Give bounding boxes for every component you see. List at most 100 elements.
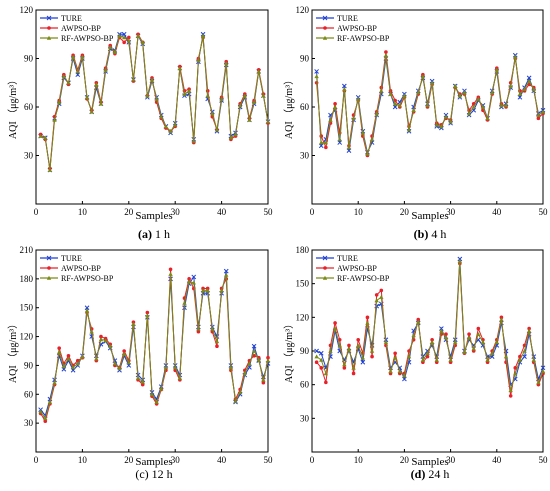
data-point bbox=[52, 117, 57, 122]
legend-marker bbox=[47, 26, 51, 30]
data-point bbox=[351, 116, 356, 121]
legend-marker bbox=[46, 255, 52, 261]
data-point bbox=[261, 380, 266, 385]
data-point bbox=[466, 335, 472, 340]
data-point bbox=[200, 288, 206, 293]
data-point bbox=[434, 357, 439, 362]
data-point bbox=[145, 313, 150, 318]
data-point bbox=[256, 69, 261, 74]
data-point bbox=[127, 35, 131, 40]
data-point bbox=[159, 386, 164, 391]
data-point bbox=[522, 348, 527, 353]
data-point bbox=[163, 124, 169, 129]
series-rf-awpso-bp bbox=[314, 53, 546, 156]
data-point bbox=[536, 380, 541, 385]
data-point bbox=[122, 349, 126, 353]
y-tick-label: 120 bbox=[20, 332, 34, 342]
panel-caption: (c) 12 h bbox=[135, 467, 172, 481]
data-point bbox=[205, 93, 210, 98]
data-point bbox=[328, 348, 333, 353]
x-tick-label: 20 bbox=[400, 207, 410, 217]
data-point bbox=[369, 348, 375, 353]
data-point bbox=[261, 93, 266, 98]
data-point bbox=[369, 137, 375, 142]
y-tick-label: 30 bbox=[24, 418, 34, 428]
x-axis-label: Samples bbox=[135, 456, 172, 468]
data-point bbox=[173, 122, 178, 127]
data-point bbox=[219, 96, 224, 101]
data-point bbox=[489, 90, 495, 95]
panel-caption-text: 4 h bbox=[428, 227, 446, 241]
x-tick-label: 0 bbox=[310, 455, 315, 465]
data-point bbox=[453, 83, 458, 88]
plot-frame bbox=[35, 249, 269, 453]
data-point bbox=[117, 33, 122, 38]
data-point bbox=[256, 357, 261, 362]
data-point bbox=[89, 109, 94, 114]
y-tick-label: 60 bbox=[300, 380, 310, 390]
y-tick-label: 60 bbox=[24, 102, 34, 112]
data-point bbox=[508, 83, 513, 88]
x-tick-label: 40 bbox=[492, 455, 502, 465]
data-point bbox=[416, 319, 421, 324]
data-point bbox=[159, 114, 164, 119]
data-point bbox=[265, 358, 271, 363]
x-tick-label: 30 bbox=[171, 207, 181, 217]
x-tick-label: 0 bbox=[310, 207, 315, 217]
data-point bbox=[457, 256, 463, 262]
data-point bbox=[402, 376, 407, 382]
y-axis-label: AQI （μg/m³） bbox=[283, 75, 295, 139]
data-point bbox=[66, 354, 71, 358]
data-point bbox=[154, 399, 159, 404]
data-point bbox=[205, 288, 210, 293]
data-point bbox=[94, 82, 99, 87]
y-tick-label: 120 bbox=[296, 5, 310, 15]
data-point bbox=[384, 50, 388, 54]
x-axis-label: Samples bbox=[411, 456, 448, 468]
data-point bbox=[168, 267, 173, 272]
data-point bbox=[531, 357, 536, 362]
x-tick-label: 20 bbox=[400, 455, 410, 465]
data-point bbox=[402, 93, 407, 98]
data-point bbox=[526, 328, 532, 333]
x-tick-label: 30 bbox=[171, 455, 181, 465]
data-point bbox=[214, 339, 220, 344]
data-point bbox=[247, 117, 252, 122]
data-point bbox=[494, 339, 499, 344]
data-point bbox=[420, 357, 426, 362]
data-point bbox=[214, 127, 220, 132]
data-point bbox=[365, 320, 370, 325]
data-point bbox=[84, 308, 90, 313]
data-point bbox=[237, 390, 243, 395]
data-point bbox=[261, 377, 266, 382]
data-point bbox=[47, 399, 53, 404]
data-point bbox=[215, 344, 219, 348]
data-point bbox=[337, 137, 342, 142]
data-point bbox=[341, 83, 347, 89]
data-point bbox=[485, 357, 490, 362]
data-point bbox=[476, 331, 481, 336]
data-point bbox=[247, 361, 252, 366]
data-point bbox=[374, 298, 379, 303]
data-point bbox=[480, 339, 486, 344]
data-point bbox=[265, 119, 271, 124]
data-point bbox=[337, 343, 342, 348]
data-point bbox=[513, 371, 518, 376]
panel-caption: (d) 24 h bbox=[411, 467, 450, 481]
x-tick-label: 20 bbox=[124, 455, 134, 465]
data-point bbox=[314, 69, 319, 74]
data-point bbox=[540, 109, 546, 114]
legend-label: RF-AWPSO-BP bbox=[337, 274, 390, 283]
data-point bbox=[536, 116, 541, 121]
data-point bbox=[439, 328, 444, 333]
data-point bbox=[314, 360, 319, 365]
data-point bbox=[196, 329, 201, 334]
chart-panel-2: 0 10 20 30 40 50 30 60 90 120 150 180 210 Samples AQI … bbox=[7, 245, 273, 481]
data-point bbox=[224, 61, 229, 66]
data-point bbox=[70, 365, 76, 370]
data-point bbox=[186, 279, 192, 284]
data-point bbox=[319, 140, 324, 145]
x-tick-label: 10 bbox=[354, 455, 364, 465]
